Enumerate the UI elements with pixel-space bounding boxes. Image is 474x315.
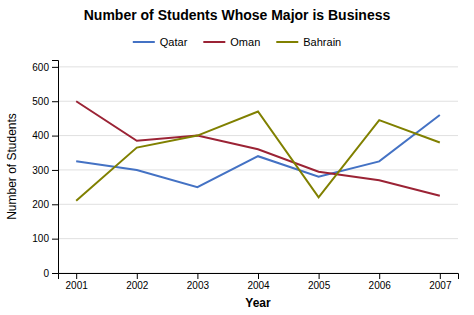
y-tick-mark [52,170,58,171]
y-tick: 0 [43,268,58,279]
x-axis-title: Year [245,296,271,310]
x-tick: 2002 [126,273,149,291]
y-tick-label: 100 [32,233,49,244]
y-tick-mark [52,239,58,240]
y-tick-label: 300 [32,165,49,176]
x-axis: 2001 2002 2003 2004 2005 2006 2007 [59,273,459,291]
legend-item: Oman [203,36,260,48]
legend-swatch [203,41,225,43]
grid-line [58,204,458,205]
legend-item: Bahrain [276,36,341,48]
y-axis-line [52,61,59,274]
legend-label: Oman [230,36,260,48]
lines [76,101,440,201]
legend: Qatar Oman Bahrain [133,36,341,48]
x-tick: 2006 [369,273,392,291]
y-tick: 400 [32,130,58,141]
grid [58,67,458,273]
y-tick: 200 [32,199,58,210]
y-tick-mark [52,67,58,68]
y-tick-label: 400 [32,130,49,141]
legend-label: Bahrain [303,36,341,48]
y-tick-mark [52,273,58,274]
y-tick-label: 200 [32,199,49,210]
x-tick-mark [379,273,380,279]
grid-line [58,101,458,102]
x-tick: 2001 [66,273,89,291]
legend-swatch [276,41,298,43]
x-tick: 2003 [187,273,210,291]
y-tick: 100 [32,233,58,244]
x-tick-mark [440,273,441,279]
y-axis: 0 100 200 300 400 500 600 [32,61,58,279]
y-tick-mark [52,101,58,102]
series-line [76,115,440,187]
x-tick: 2007 [429,273,452,291]
x-tick: 2004 [247,273,270,291]
x-tick-label: 2007 [429,280,452,291]
series-line [76,101,440,195]
x-axis-line [59,274,459,280]
title: Number of Students Whose Major is Busine… [84,7,391,23]
x-tick-mark [258,273,259,279]
grid-line [58,238,458,239]
grid-line [58,169,458,170]
y-tick: 300 [32,165,58,176]
x-tick-label: 2005 [308,280,331,291]
grid-line [58,66,458,67]
legend-label: Qatar [160,36,188,48]
x-tick-mark [319,273,320,279]
y-axis-title: Number of Students [5,113,19,220]
y-tick-label: 600 [32,62,49,73]
x-tick-label: 2006 [369,280,392,291]
chart: 2001 2002 2003 2004 2005 2006 2007 0 100 200 300 40… [0,0,474,315]
series-line [76,112,440,201]
x-tick-mark [76,273,77,279]
x-tick-label: 2004 [247,280,270,291]
y-tick-label: 0 [43,268,49,279]
legend-item: Qatar [133,36,188,48]
x-tick-label: 2003 [187,280,210,291]
x-tick-mark [197,273,198,279]
y-tick-mark [52,136,58,137]
y-tick: 600 [32,62,58,73]
grid-line [58,135,458,136]
x-tick-label: 2002 [126,280,149,291]
x-tick: 2005 [308,273,331,291]
x-tick-mark [137,273,138,279]
y-tick: 500 [32,96,58,107]
y-tick-label: 500 [32,96,49,107]
legend-swatch [133,41,155,43]
y-tick-mark [52,204,58,205]
x-tick-label: 2001 [66,280,89,291]
